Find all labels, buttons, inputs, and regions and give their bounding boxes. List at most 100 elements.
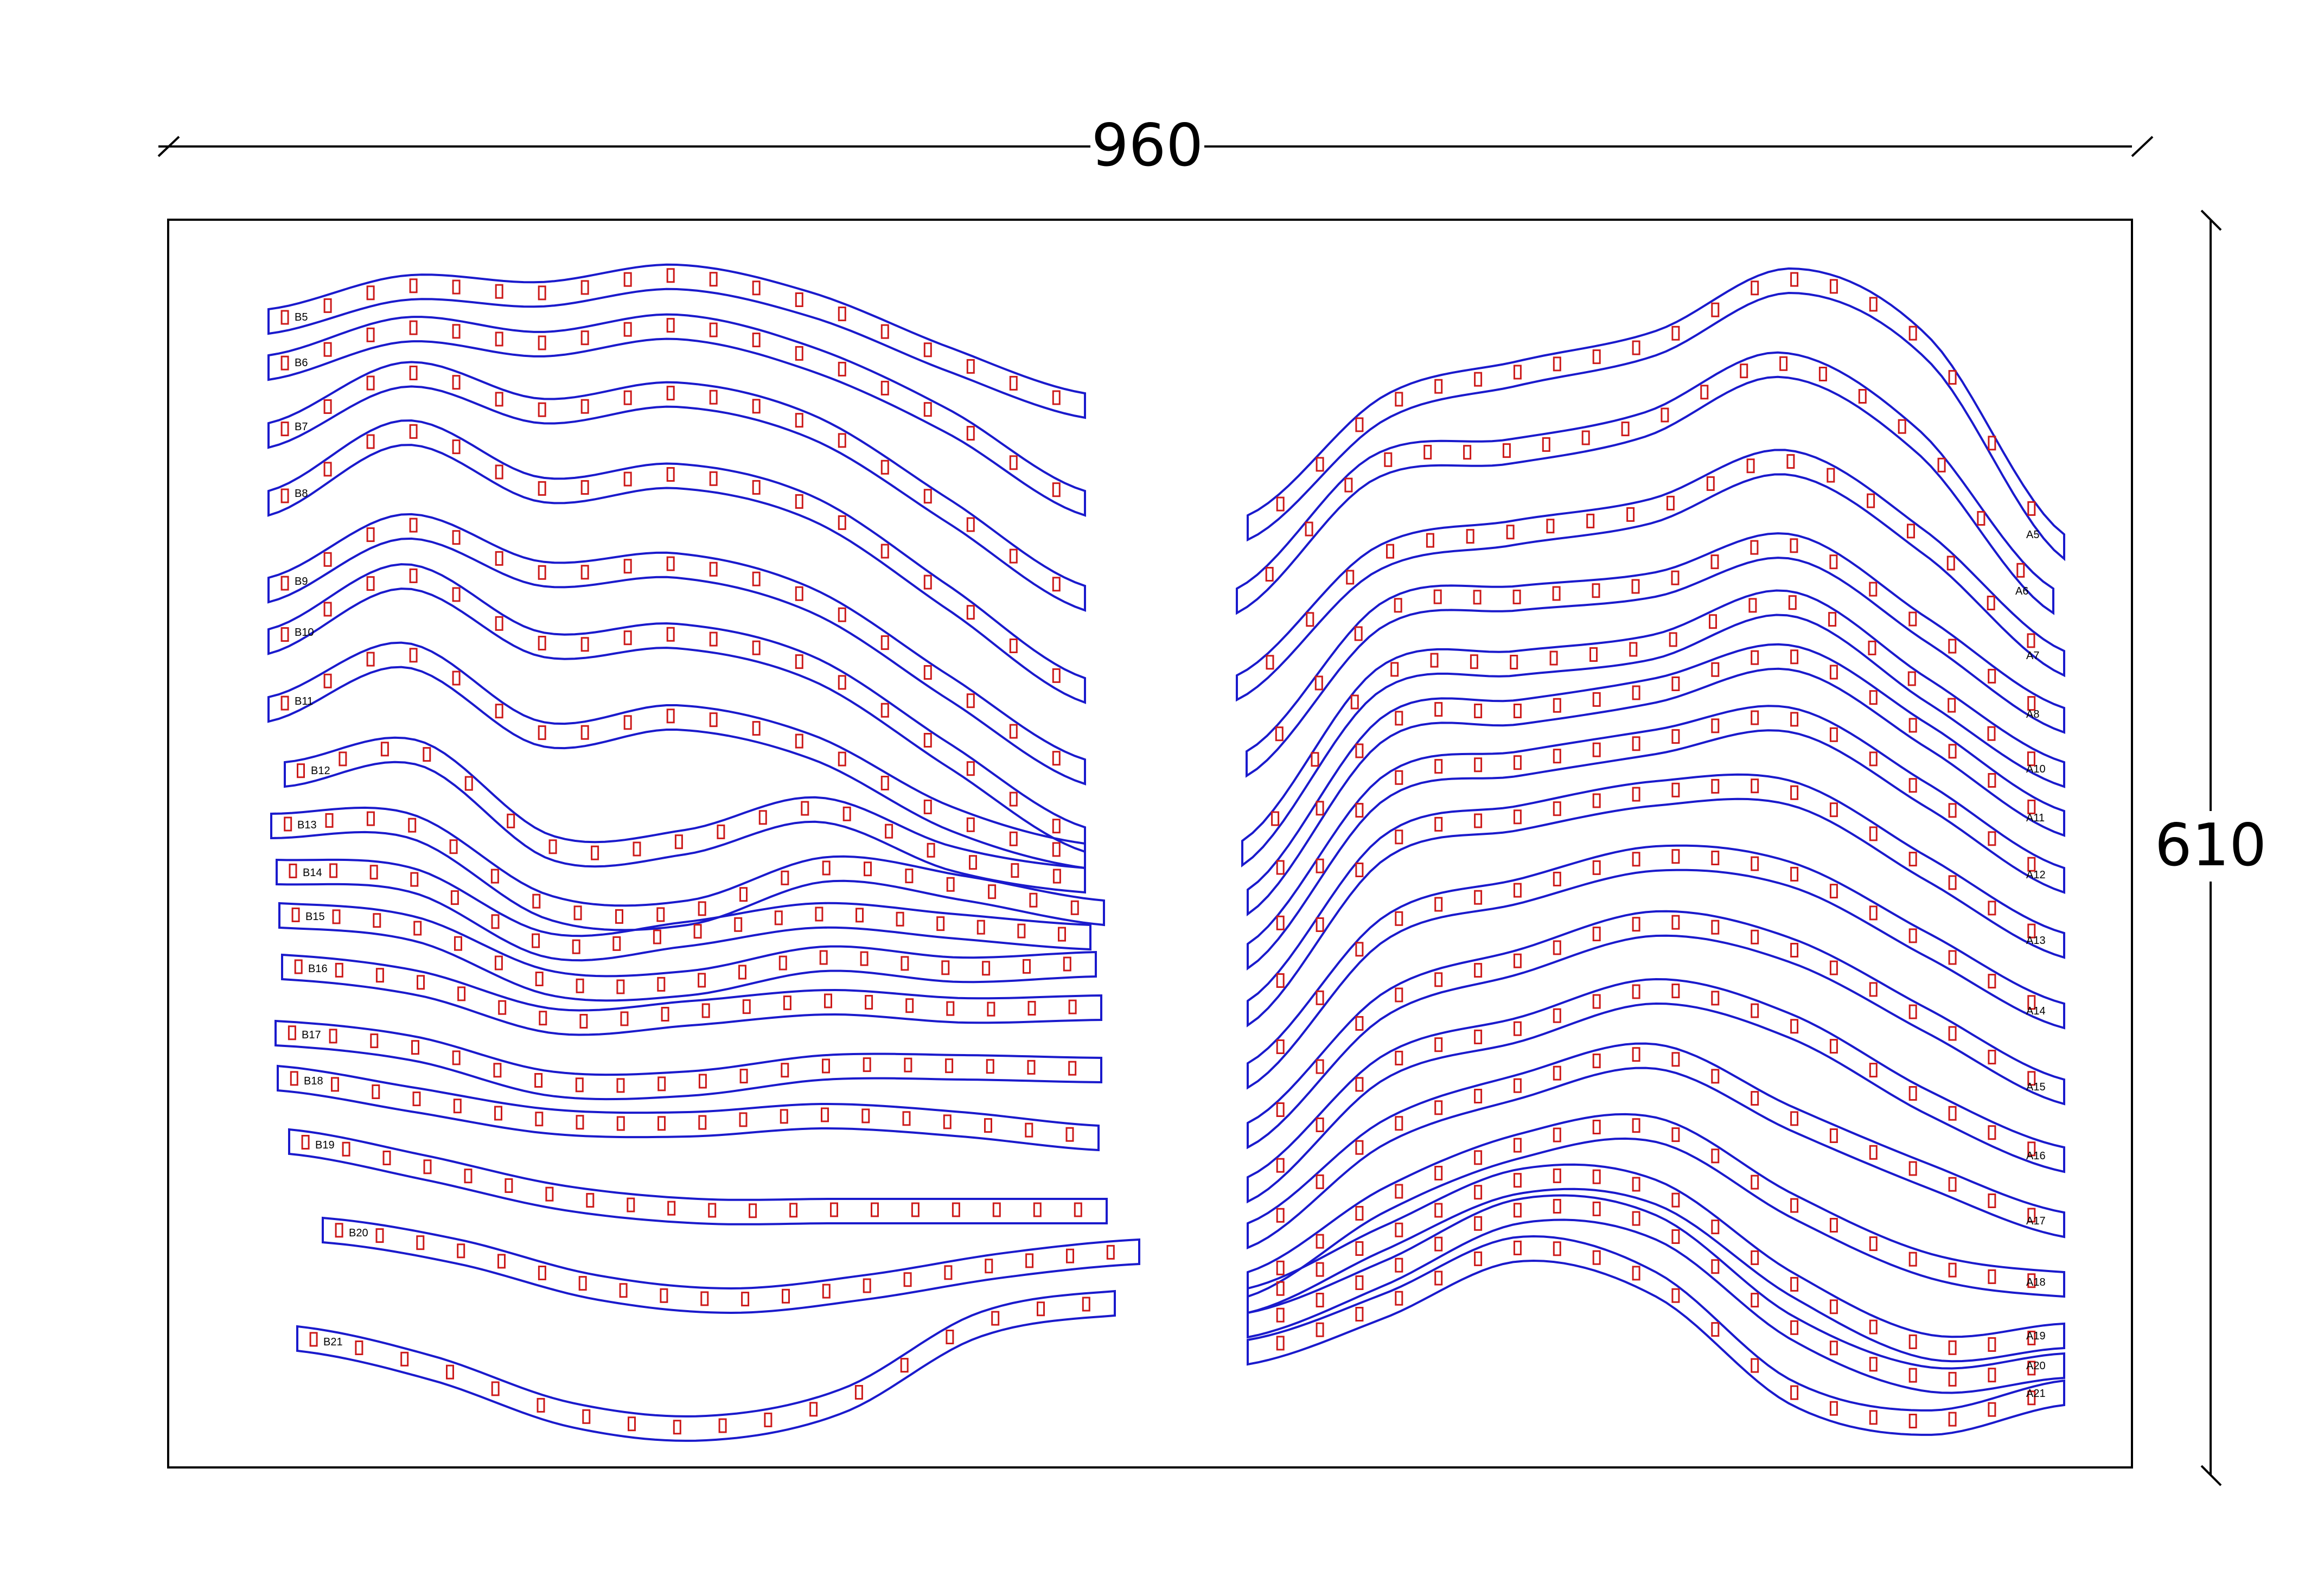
- slot-mark: [838, 751, 846, 767]
- slot-mark: [1434, 1037, 1443, 1052]
- slot-mark: [494, 955, 503, 971]
- slot-mark: [1711, 1220, 1720, 1235]
- slot-mark: [752, 480, 761, 495]
- strip-label-B7: B7: [295, 421, 308, 433]
- strip-label-B10: B10: [295, 627, 314, 639]
- slot-mark: [612, 936, 621, 951]
- slot-mark: [781, 870, 789, 885]
- slot-mark: [290, 1071, 298, 1086]
- slot-mark: [1434, 897, 1443, 912]
- slot-mark: [1052, 390, 1061, 405]
- slot-mark: [1063, 956, 1071, 972]
- slot-mark: [576, 1115, 584, 1130]
- slot-mark: [946, 1001, 955, 1016]
- slot-mark: [1711, 1069, 1720, 1084]
- slot-mark: [982, 961, 991, 976]
- strip-label-A12: A12: [2026, 869, 2046, 881]
- slot-mark: [620, 1011, 629, 1026]
- slot-mark: [795, 586, 803, 601]
- strip-outline: [267, 263, 1086, 419]
- slot-mark: [446, 1364, 454, 1380]
- slot-mark: [1988, 1050, 1996, 1065]
- slot-mark: [1265, 567, 1274, 582]
- slot-mark: [494, 1106, 502, 1121]
- slot-mark: [698, 901, 706, 916]
- slot-mark: [1513, 1078, 1522, 1093]
- slot-mark: [1275, 726, 1284, 742]
- slot-mark: [1395, 1222, 1403, 1237]
- slot-mark: [1908, 1004, 1917, 1019]
- slot-mark: [718, 1418, 727, 1433]
- slot-mark: [789, 1203, 798, 1218]
- slot-mark: [409, 278, 418, 293]
- height-dimension-tick-bottom: [2200, 1465, 2222, 1486]
- slot-mark: [545, 1186, 554, 1202]
- slot-mark: [1790, 1111, 1799, 1126]
- slot-mark: [1977, 511, 1985, 526]
- slot-mark: [1869, 751, 1878, 767]
- strip-B14: B14: [276, 858, 1091, 962]
- slot-mark: [1276, 496, 1285, 512]
- slot-mark: [1751, 1091, 1759, 1106]
- slot-mark: [1748, 598, 1757, 613]
- slot-mark: [1631, 579, 1640, 594]
- slot-mark: [1592, 927, 1601, 942]
- slot-mark: [1751, 1250, 1759, 1265]
- slot-mark: [1355, 803, 1364, 818]
- slot-mark: [1988, 436, 1996, 451]
- slot-mark: [1350, 694, 1359, 710]
- slot-mark: [366, 652, 375, 667]
- slot-mark: [1988, 1193, 1996, 1208]
- slot-mark: [758, 810, 767, 825]
- strip-A13: A13: [1247, 773, 2065, 1027]
- slot-mark: [1869, 1410, 1878, 1425]
- slot-mark: [1988, 1269, 1996, 1284]
- strip-B19: B19: [288, 1128, 1108, 1225]
- slot-mark: [409, 518, 418, 533]
- slot-mark: [1948, 950, 1957, 965]
- slot-mark: [698, 1074, 707, 1089]
- strip-outline: [1247, 773, 2065, 1027]
- height-dimension-label: 610: [2155, 812, 2266, 879]
- slot-mark: [1474, 1150, 1483, 1165]
- slot-mark: [1344, 477, 1353, 493]
- slot-mark: [1869, 690, 1878, 705]
- slot-mark: [1009, 375, 1018, 391]
- slot-mark: [1434, 759, 1443, 774]
- slot-mark: [1700, 385, 1709, 400]
- slot-mark: [1553, 801, 1561, 816]
- strip-label-A16: A16: [2026, 1150, 2046, 1162]
- slot-mark: [2027, 1208, 2036, 1223]
- slot-mark: [1869, 1319, 1878, 1335]
- slot-mark: [984, 1118, 992, 1133]
- slot-mark: [280, 695, 289, 711]
- slot-mark: [1052, 869, 1061, 884]
- slot-mark: [309, 1332, 318, 1347]
- slot-mark: [795, 292, 803, 307]
- slot-mark: [1592, 1120, 1601, 1134]
- slot-mark: [423, 1159, 432, 1174]
- slot-mark: [1908, 1414, 1917, 1428]
- slot-mark: [2027, 633, 2035, 648]
- slot-mark: [673, 1420, 681, 1435]
- slot-mark: [666, 318, 675, 333]
- slot-mark: [616, 1116, 625, 1131]
- slot-mark: [1632, 1266, 1640, 1281]
- slot-mark: [986, 1059, 994, 1074]
- slot-mark: [289, 863, 297, 878]
- slot-mark: [666, 708, 675, 724]
- slot-mark: [923, 799, 932, 814]
- slot-mark: [323, 552, 332, 567]
- slot-mark: [1434, 972, 1443, 987]
- strip-outline: [1247, 978, 2065, 1204]
- slot-mark: [1632, 917, 1640, 932]
- slot-mark: [535, 1112, 544, 1127]
- slot-mark: [366, 576, 375, 591]
- slot-mark: [1671, 676, 1680, 691]
- slot-mark: [1553, 1065, 1561, 1081]
- slot-mark: [2027, 501, 2036, 516]
- slot-mark: [323, 399, 332, 414]
- slot-mark: [1632, 1177, 1640, 1192]
- strip-A14: A14: [1247, 844, 2065, 1090]
- slot-mark: [1316, 858, 1324, 873]
